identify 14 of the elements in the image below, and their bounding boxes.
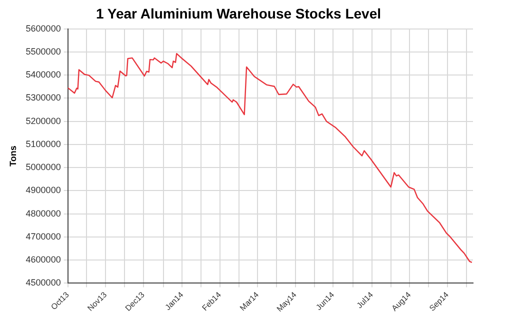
y-tick-label: 5000000 [26,162,61,172]
y-tick-label: 5200000 [26,116,61,126]
y-tick-label: 4600000 [26,254,61,265]
y-tick-label: 4900000 [26,185,61,196]
chart-title: 1 Year Aluminium Warehouse Stocks Level [96,5,382,22]
y-tick-label: 4500000 [26,278,61,288]
y-axis-title: Tons [8,146,18,166]
y-tick-label: 5500000 [26,46,61,56]
y-tick-label: 5100000 [26,138,61,149]
y-tick-label: 4700000 [26,231,61,242]
y-tick-label: 5400000 [26,70,61,80]
y-tick-label: 5600000 [26,23,61,34]
y-tick-label: 5300000 [26,92,61,103]
y-tick-label: 4800000 [26,208,61,218]
